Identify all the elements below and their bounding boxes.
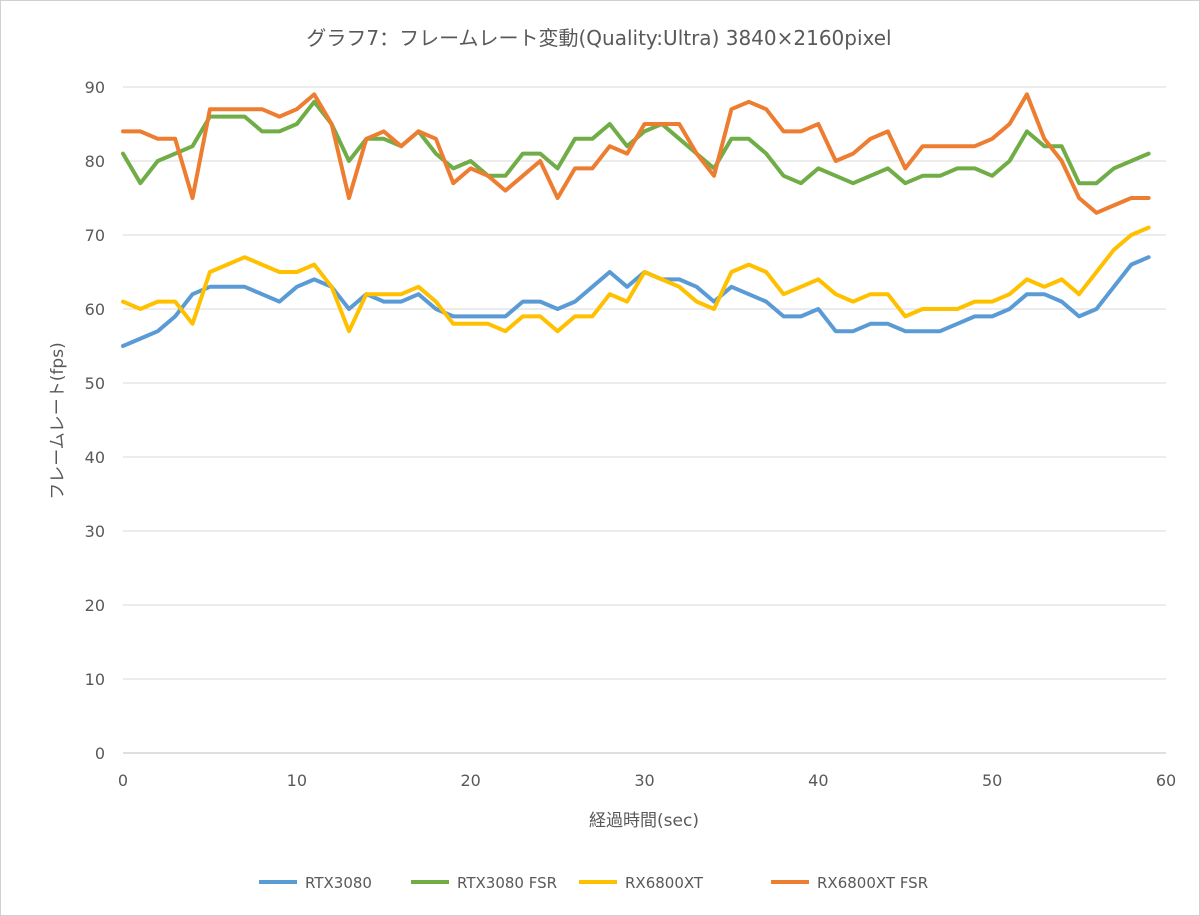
legend-label: RTX3080 FSR (457, 874, 557, 892)
y-tick-label: 60 (85, 300, 105, 319)
series-line-rx6800xt (121, 225, 1151, 334)
series-line-rtx3080 (121, 255, 1151, 348)
y-tick-label: 70 (85, 226, 105, 245)
legend-item: RTX3080 FSR (411, 874, 557, 892)
x-tick-label: 30 (634, 771, 654, 790)
x-axis-title: 経過時間(sec) (589, 811, 699, 831)
legend-label: RX6800XT (625, 874, 704, 892)
y-tick-label: 80 (85, 152, 105, 171)
series-line-rx6800xt-fsr (121, 92, 1151, 215)
y-axis-tick-labels: 0 10 20 30 40 50 60 70 80 90 (85, 78, 105, 763)
y-tick-label: 30 (85, 522, 105, 541)
y-tick-label: 90 (85, 78, 105, 97)
legend-item: RX6800XT FSR (771, 874, 928, 892)
gridlines (123, 86, 1166, 754)
y-axis-title: フレームレート(fps) (48, 342, 68, 499)
x-tick-label: 10 (287, 771, 307, 790)
x-tick-label: 20 (460, 771, 480, 790)
legend-label: RTX3080 (305, 874, 372, 892)
y-tick-label: 40 (85, 448, 105, 467)
legend: RTX3080 RTX3080 FSR RX6800XT RX6800XT FSR (259, 874, 928, 892)
x-tick-label: 0 (118, 771, 128, 790)
legend-item: RX6800XT (579, 874, 704, 892)
x-axis-tick-labels: 0 10 20 30 40 50 60 (118, 771, 1176, 790)
y-tick-label: 10 (85, 670, 105, 689)
x-tick-label: 50 (982, 771, 1002, 790)
x-tick-label: 40 (808, 771, 828, 790)
chart-title: グラフ7：フレームレート変動(Quality:Ultra) 3840×2160p… (306, 26, 891, 50)
y-tick-label: 50 (85, 374, 105, 393)
y-tick-label: 20 (85, 596, 105, 615)
legend-label: RX6800XT FSR (817, 874, 928, 892)
legend-item: RTX3080 (259, 874, 372, 892)
x-tick-label: 60 (1156, 771, 1176, 790)
series-lines (121, 92, 1151, 348)
y-tick-label: 0 (95, 744, 105, 763)
